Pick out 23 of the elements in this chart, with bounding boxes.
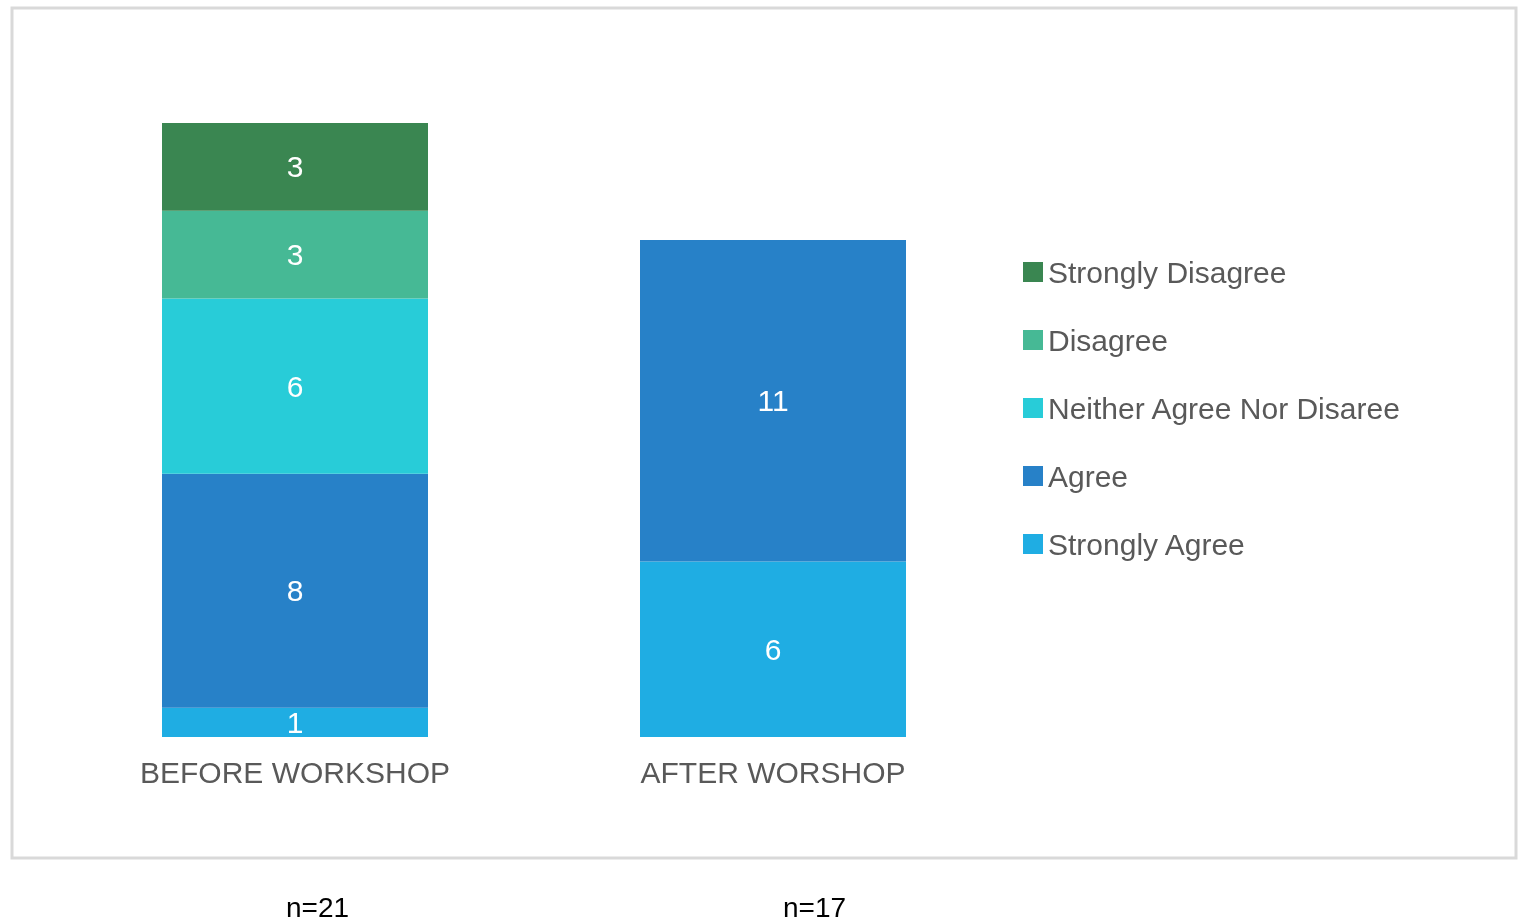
data-label: 11 (757, 384, 789, 418)
data-label: 8 (286, 574, 304, 608)
x-tick-label: AFTER WORSHOP (640, 755, 906, 789)
legend-label: Agree (1048, 459, 1129, 493)
data-label: 6 (764, 632, 782, 666)
x-tick-label: BEFORE WORKSHOP (139, 755, 451, 789)
data-label: 1 (286, 705, 304, 739)
bar (162, 122, 428, 211)
data-label: 3 (286, 150, 304, 184)
legend-label: Strongly Agree (1048, 527, 1245, 561)
bar (640, 561, 906, 737)
legend-label: Disagree (1048, 323, 1169, 357)
data-label: 6 (286, 369, 304, 403)
legend-label: Neither Agree Nor Disaree (1048, 391, 1400, 425)
bar (162, 473, 428, 708)
bar (162, 707, 428, 737)
text: n=21 (286, 891, 350, 923)
bar (640, 239, 906, 562)
text: n=17 (783, 891, 847, 923)
bar (162, 210, 428, 299)
data-label: 3 (286, 238, 304, 272)
legend-label: Strongly Disagree (1048, 255, 1287, 289)
bar (162, 298, 428, 474)
